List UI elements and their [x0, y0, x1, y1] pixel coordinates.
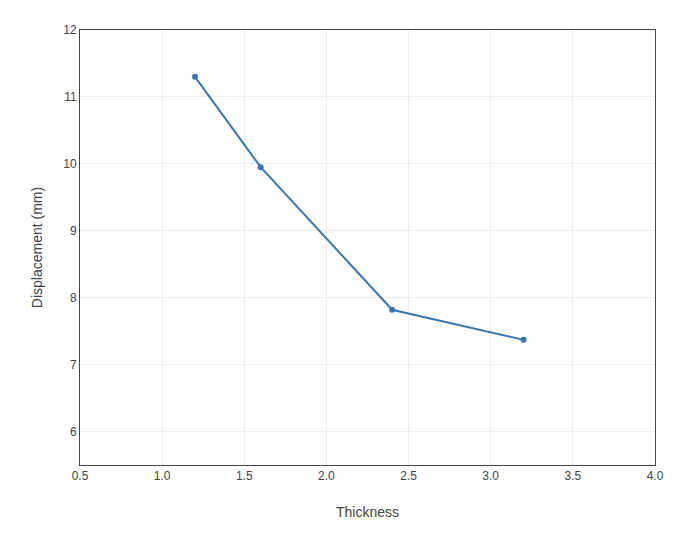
svg-text:1.5: 1.5	[236, 469, 253, 483]
svg-text:4.0: 4.0	[647, 469, 664, 483]
svg-text:3.0: 3.0	[482, 469, 499, 483]
svg-text:0.5: 0.5	[72, 469, 89, 483]
svg-text:2.0: 2.0	[318, 469, 335, 483]
svg-text:2.5: 2.5	[400, 469, 417, 483]
svg-text:6: 6	[70, 425, 77, 439]
svg-text:3.5: 3.5	[565, 469, 582, 483]
svg-text:8: 8	[70, 291, 77, 305]
svg-text:10: 10	[63, 157, 77, 171]
svg-text:11: 11	[64, 90, 77, 104]
svg-text:9: 9	[70, 224, 77, 238]
svg-text:12: 12	[63, 23, 77, 37]
svg-text:1.0: 1.0	[154, 469, 171, 483]
svg-text:7: 7	[70, 358, 77, 372]
svg-text:Thickness: Thickness	[336, 504, 399, 520]
svg-text:Displacement (mm): Displacement (mm)	[29, 187, 45, 308]
